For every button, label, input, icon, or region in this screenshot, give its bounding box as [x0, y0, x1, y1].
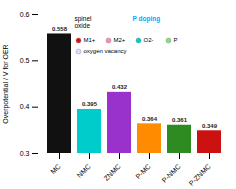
svg-text:P-MC: P-MC — [134, 163, 152, 181]
svg-text:0.432: 0.432 — [112, 84, 128, 90]
svg-text:P doping: P doping — [133, 15, 161, 23]
svg-text:0.3: 0.3 — [20, 150, 30, 157]
svg-text:0.4: 0.4 — [20, 103, 30, 110]
svg-text:0.395: 0.395 — [82, 101, 98, 107]
svg-text:oxygen vacancy: oxygen vacancy — [84, 48, 127, 54]
svg-text:O2-: O2- — [144, 37, 154, 43]
svg-text:ZNMC: ZNMC — [103, 163, 122, 182]
svg-text:0.558: 0.558 — [52, 26, 68, 32]
svg-text:M2+: M2+ — [114, 37, 126, 43]
svg-text:0.364: 0.364 — [142, 116, 158, 122]
svg-text:P: P — [174, 37, 178, 43]
svg-text:0.361: 0.361 — [172, 117, 188, 123]
svg-text:spineloxide: spineloxide — [75, 15, 93, 29]
svg-text:P-ZNMC: P-ZNMC — [188, 163, 212, 187]
svg-text:0.6: 0.6 — [20, 11, 30, 18]
svg-text:MC: MC — [49, 163, 62, 176]
svg-text:M1+: M1+ — [84, 37, 96, 43]
svg-text:P-NMC: P-NMC — [161, 163, 182, 184]
svg-text:NMC: NMC — [76, 163, 92, 179]
svg-text:Overpotential / V for OER: Overpotential / V for OER — [2, 44, 10, 123]
svg-text:0.5: 0.5 — [20, 57, 30, 64]
svg-text:0.349: 0.349 — [202, 123, 218, 129]
